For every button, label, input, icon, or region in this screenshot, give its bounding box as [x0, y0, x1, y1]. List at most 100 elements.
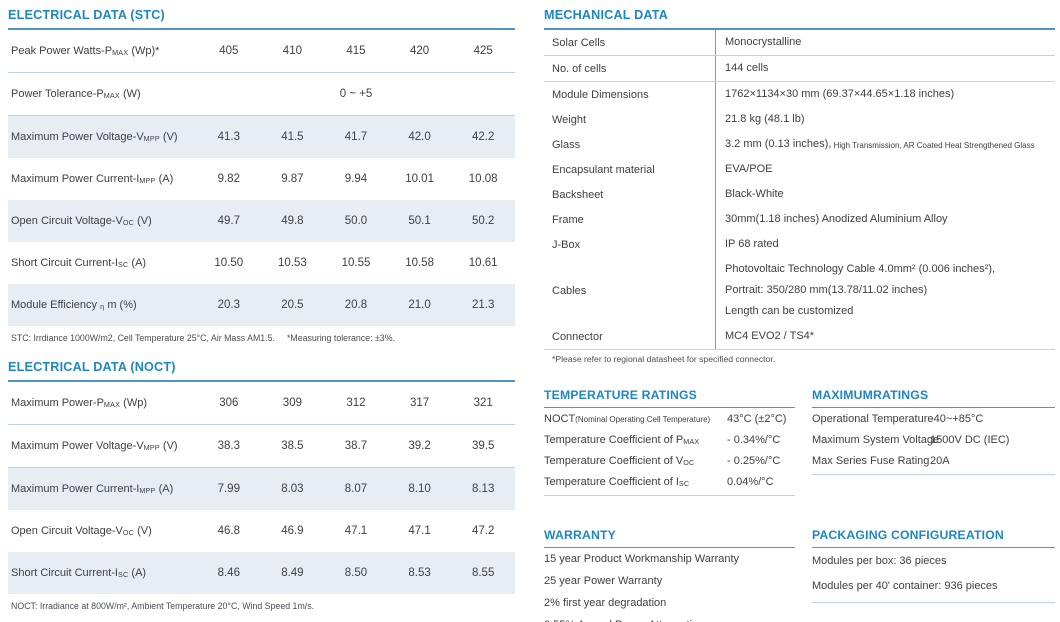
- spec-value: 21.3: [471, 299, 495, 311]
- warranty-item: 15 year Product Workmanship Warranty: [544, 553, 740, 565]
- mechanical-footnote: *Please refer to regional datasheet for …: [552, 354, 776, 364]
- text: Open Circuit Voltage-V: [11, 525, 123, 537]
- spec-label: Maximum Power-PMAX (Wp): [8, 397, 197, 409]
- mechanical-value: 144 cells: [715, 56, 1055, 81]
- mechanical-value-line: EVA/POE: [725, 159, 1055, 180]
- subscript-text: MAX: [683, 436, 700, 446]
- spec-value: 420: [409, 45, 430, 57]
- stc-row: Module Efficiency η m (%) 20.3 20.5 20.8 21.…: [8, 284, 515, 326]
- spec-value: 8.46: [217, 567, 240, 579]
- text: Open Circuit Voltage-V: [11, 215, 123, 227]
- text: (A): [155, 483, 174, 495]
- spec-label: Maximum Power Voltage-VMPP (V): [8, 440, 197, 452]
- spec-value: 9.94: [344, 173, 368, 185]
- temperature-row: Temperature Coefficient of VOC - 0.25%/°C: [544, 450, 795, 471]
- spec-value: 41.3: [217, 131, 240, 143]
- stc-row: Open Circuit Voltage-VOC (V) 49.7 49.8 50.0…: [8, 200, 515, 242]
- spec-values: 8.46 8.49 8.50 8.53 8.55: [197, 567, 515, 579]
- stc-footnote: STC: Irrdiance 1000W/m2, Cell Temperatur…: [8, 326, 515, 343]
- mechanical-value: 3.2 mm (0.13 inches), High Transmission,…: [715, 132, 1055, 157]
- warranty-row: WARRANTY 15 year Product Workmanship War…: [544, 525, 1055, 622]
- text: (A): [128, 567, 147, 579]
- mechanical-label: Solar Cells: [552, 36, 606, 49]
- spec-value: 405: [219, 45, 239, 57]
- text: (Wp)*: [128, 45, 160, 57]
- maximum-list: Operational Temperature -40~+85°C Maximum …: [812, 408, 1055, 475]
- text: (A): [128, 257, 147, 269]
- mechanical-value-line: 21.8 kg (48.1 lb): [725, 109, 1055, 130]
- text: Maximum System Voltage: [812, 433, 940, 446]
- text: EVA/POE: [725, 163, 773, 175]
- spec-value: 20.8: [344, 299, 368, 311]
- temperature-label: Temperature Coefficient of VOC: [544, 455, 727, 467]
- maximum-label: Operational Temperature: [812, 413, 933, 425]
- subscript-text: SC: [678, 478, 690, 488]
- spec-value: 10.61: [468, 257, 498, 269]
- spec-values: 7.99 8.03 8.07 8.10 8.13: [197, 483, 515, 495]
- text: Short Circuit Current-I: [11, 257, 118, 269]
- text: 1762×1134×30 mm (69.37×44.65×1.18 inches…: [725, 88, 955, 100]
- spec-value: 38.3: [217, 440, 240, 452]
- mechanical-value: Monocrystalline: [715, 30, 1055, 55]
- spec-value: 38.5: [281, 440, 304, 452]
- section-title-warranty: WARRANTY: [544, 525, 795, 548]
- text: 3.2 mm (0.13 inches),: [725, 138, 832, 150]
- mechanical-value: MC4 EVO2 / TS4*: [715, 324, 1055, 349]
- stc-row: Maximum Power Voltage-VMPP (V) 41.3 41.5 41…: [8, 116, 515, 158]
- spec-label: Module Efficiency η m (%): [8, 299, 197, 311]
- spec-label: Maximum Power Voltage-VMPP (V): [8, 131, 197, 143]
- text: (W): [119, 88, 141, 100]
- maximum-value: 20A: [930, 454, 950, 467]
- section-packaging: PACKAGING CONFIGUREATION Modules per box…: [812, 525, 1055, 622]
- text: Portrait: 350/280 mm(13.78/11.02 inches): [725, 284, 928, 296]
- text: (Wp): [120, 397, 147, 409]
- small-text: (Nominal Operating Cell Temperature): [575, 415, 711, 424]
- spec-label: Short Circuit Current-ISC (A): [8, 567, 197, 579]
- mechanical-label: Frame: [552, 213, 584, 226]
- mechanical-label: Connector: [552, 330, 603, 343]
- text: Maximum Power Current-I: [11, 483, 140, 495]
- stc-row: Maximum Power Current-IMPP (A) 9.82 9.87 9.…: [8, 158, 515, 200]
- subscript-text: MPP: [143, 443, 160, 452]
- spec-value: 41.7: [344, 131, 368, 143]
- subscript-text: MAX: [103, 91, 120, 100]
- mechanical-value: Black-White: [715, 182, 1055, 207]
- subscript-text: MAX: [112, 48, 129, 57]
- spec-values: 41.3 41.5 41.7 42.0 42.2: [197, 131, 515, 143]
- spec-value: 415: [346, 45, 366, 57]
- spec-value: 8.13: [471, 483, 495, 495]
- spec-value: 8.49: [281, 567, 304, 579]
- temperature-label: Temperature Coefficient of ISC: [544, 476, 727, 488]
- spec-label: Short Circuit Current-ISC (A): [8, 257, 197, 269]
- section-electrical-noct: ELECTRICAL DATA (NOCT) Maximum Power-PMA…: [8, 356, 515, 611]
- spec-label: Power Tolerance-PMAX (W): [8, 88, 197, 100]
- mechanical-label: Weight: [552, 113, 587, 126]
- stc-row: Power Tolerance-PMAX (W) 0 ~ +5: [8, 73, 515, 116]
- spec-value: 8.07: [344, 483, 368, 495]
- spec-value: 312: [346, 397, 366, 409]
- mechanical-label: Backsheet: [552, 188, 604, 201]
- maximum-row: Max Series Fuse Rating 20A: [812, 450, 1055, 471]
- spec-value: 38.7: [344, 440, 368, 452]
- text: (V): [134, 525, 152, 537]
- spec-value: 49.8: [281, 215, 304, 227]
- mechanical-row: Solar Cells Monocrystalline: [544, 30, 1055, 56]
- noct-table: Maximum Power-PMAX (Wp) 306 309 312 317 321 Ma…: [8, 382, 515, 594]
- section-electrical-stc: ELECTRICAL DATA (STC) Peak Power Watts-P…: [8, 4, 515, 343]
- spec-value: 7.99: [217, 483, 240, 495]
- section-maximum-ratings: MAXIMUMRATINGS Operational Temperature -4…: [812, 385, 1055, 496]
- stc-footnote-tolerance: *Measuring tolerance: ±3%.: [286, 333, 395, 343]
- text: 30mm(1.18 inches) Anodized Aluminium All…: [725, 213, 948, 225]
- text: Maximum Power-P: [11, 397, 104, 409]
- subscript-text: OC: [683, 457, 695, 467]
- section-title-maximum: MAXIMUMRATINGS: [812, 385, 1055, 408]
- section-title-mechanical: MECHANICAL DATA: [544, 4, 1055, 30]
- text: Maximum Power Voltage-V: [11, 131, 144, 143]
- text: (V): [159, 440, 178, 452]
- mechanical-row: Glass 3.2 mm (0.13 inches), High Transmis…: [544, 132, 1055, 157]
- text: Temperature Coefficient of P: [544, 433, 684, 446]
- text: Maximum Power Voltage-V: [11, 440, 144, 452]
- spec-value: 46.9: [281, 525, 304, 537]
- text: Temperature Coefficient of I: [544, 475, 679, 488]
- mechanical-label: Encapsulant material: [552, 163, 655, 176]
